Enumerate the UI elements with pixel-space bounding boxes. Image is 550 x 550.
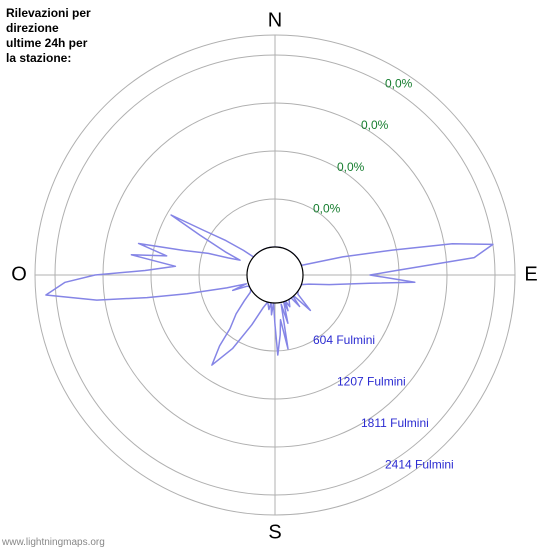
ring-label-upper: 0,0% [313, 201, 341, 215]
ring-label-upper: 0,0% [337, 160, 365, 174]
ring-label-upper: 0,0% [385, 77, 413, 91]
ring-label-upper: 0,0% [361, 118, 389, 132]
compass-label: O [11, 263, 27, 285]
chart-title: Rilevazioni per direzione ultime 24h per… [6, 6, 91, 66]
inner-circle [247, 247, 303, 303]
footer-link: www.lightningmaps.org [2, 537, 105, 548]
ring-label-lower: 1207 Fulmini [337, 375, 406, 389]
ring-label-lower: 2414 Fulmini [385, 458, 454, 472]
compass-label: N [268, 9, 282, 31]
compass-label: E [524, 263, 537, 285]
ring-label-lower: 1811 Fulmini [361, 416, 429, 430]
compass-label: S [268, 521, 281, 543]
ring-label-lower: 604 Fulmini [313, 333, 375, 347]
